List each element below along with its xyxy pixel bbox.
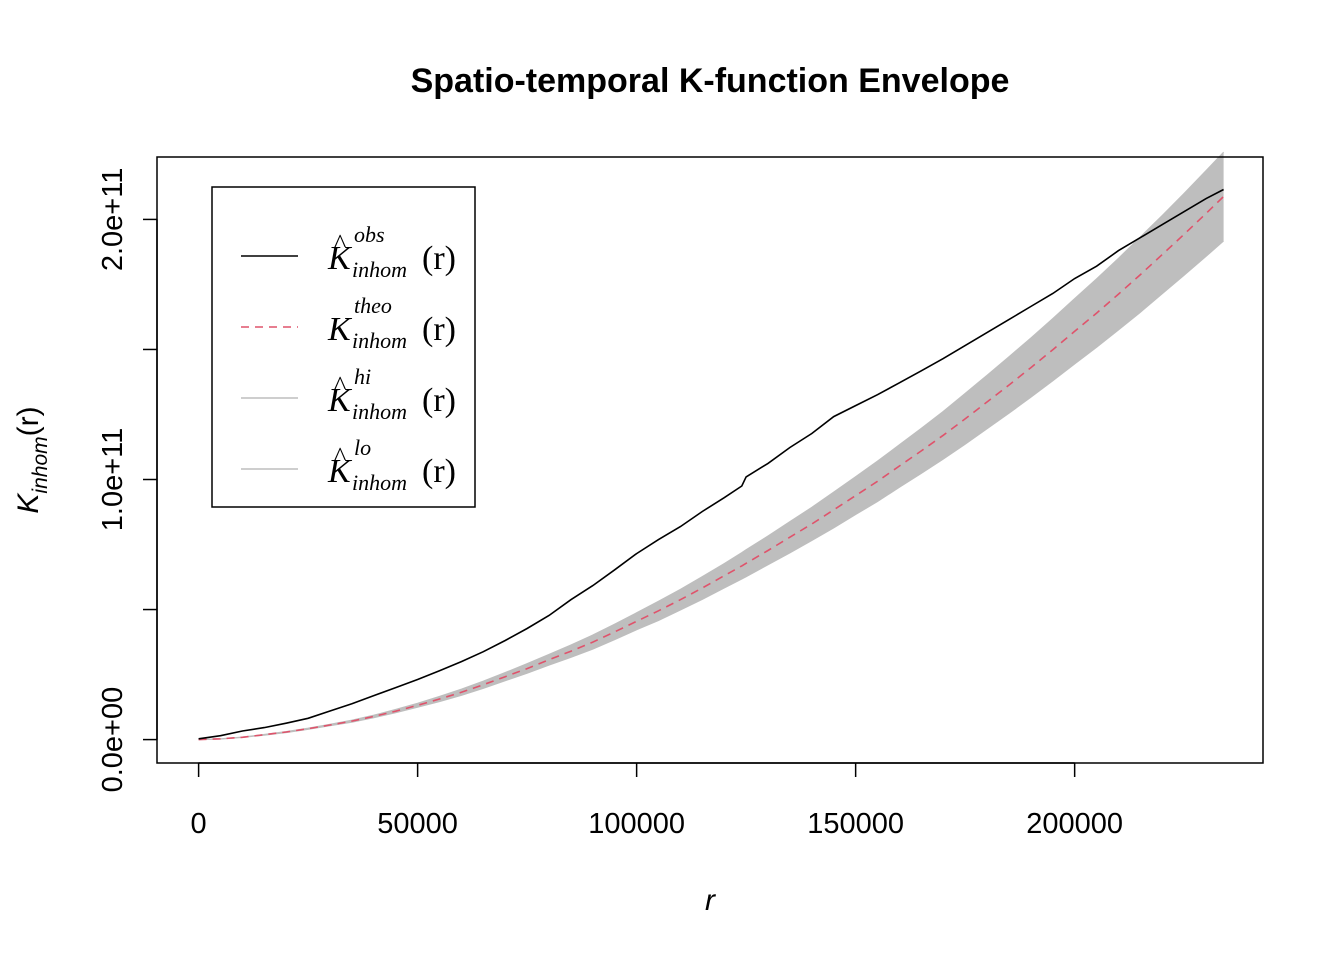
x-tick-label: 0 [191, 808, 207, 840]
legend-symbol: K [327, 453, 353, 490]
svg-text:Kinhom(r): Kinhom(r) [12, 406, 52, 513]
chart-title: Spatio-temporal K-function Envelope [411, 62, 1010, 100]
legend-box [211, 186, 476, 508]
series-obs-line [198, 188, 1224, 740]
x-axis-label: r [705, 884, 716, 917]
legend-subscript: inhom [352, 257, 407, 282]
axes-layer: 0 50000 100000 150000 200000 0.0e+00 1.0e+11 2.… [97, 168, 1123, 840]
legend-argument: (r) [422, 453, 456, 490]
legend-superscript: lo [354, 435, 371, 460]
legend-subscript: inhom [352, 470, 407, 495]
y-axis-label: Kinhom(r) [12, 406, 52, 513]
series-hi-line [198, 151, 1224, 741]
series-layer [198, 151, 1225, 741]
plot-frame [156, 156, 1264, 764]
legend-superscript: hi [354, 364, 371, 389]
legend-hat: ^ [334, 371, 346, 400]
x-tick-label: 50000 [377, 808, 458, 840]
legend-item-lo: K^ lo inhom (r) [241, 435, 456, 495]
series-lo-line [198, 240, 1224, 741]
y-tick-label: 1.0e+11 [97, 428, 129, 531]
legend-superscript: obs [354, 222, 385, 247]
x-tick-label: 200000 [1026, 808, 1123, 840]
legend-subscript: inhom [352, 399, 407, 424]
legend-item-obs: K^ obs inhom (r) [241, 222, 456, 282]
legend-symbol: K [327, 240, 353, 277]
legend-hat: ^ [334, 229, 346, 258]
legend-argument: (r) [422, 240, 456, 277]
x-tick-label: 150000 [807, 808, 904, 840]
legend-subscript: inhom [352, 328, 407, 353]
legend-argument: (r) [422, 382, 456, 419]
series-theo-line [198, 195, 1225, 741]
legend-argument: (r) [422, 311, 456, 348]
y-axis-label-base: K [12, 492, 45, 514]
legend-superscript: theo [354, 293, 392, 318]
legend-symbol: K [327, 311, 353, 348]
legend-hat: ^ [334, 442, 346, 471]
legend-symbol: K [327, 382, 353, 419]
y-axis-label-arg: (r) [12, 406, 45, 436]
y-axis-label-subscript: inhom [29, 436, 52, 493]
x-tick-label: 100000 [588, 808, 685, 840]
y-tick-label: 2.0e+11 [97, 168, 129, 271]
legend-item-hi: K^ hi inhom (r) [241, 364, 456, 424]
y-tick-label: 0.0e+00 [97, 687, 129, 793]
